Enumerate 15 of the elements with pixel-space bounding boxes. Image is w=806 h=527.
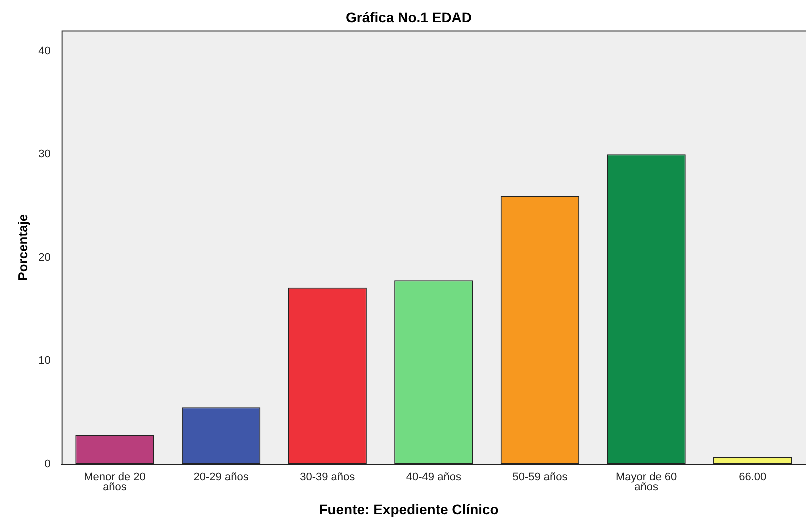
x-tick-label: 40-49 años [406,471,462,484]
x-tick-label: Mayor de 60 años [616,471,678,494]
x-tick-label: 20-29 años [194,471,250,484]
y-tick-label: 40 [38,45,51,58]
x-tick-label: 30-39 años [300,471,356,484]
x-tick-label: 66.00 [739,471,767,484]
chart-title: Gráfica No.1 EDAD [346,9,472,26]
x-tick-label: 50-59 años [512,471,568,484]
y-tick-label: 20 [38,252,51,264]
y-tick-label: 10 [38,355,51,368]
y-tick-label: 30 [38,148,51,161]
source-note: Fuente: Expediente Clínico [319,501,499,518]
y-tick-label: 0 [44,458,51,470]
x-tick-label: Menor de 20 años [84,471,146,494]
y-axis-title: Porcentaje [15,214,30,281]
